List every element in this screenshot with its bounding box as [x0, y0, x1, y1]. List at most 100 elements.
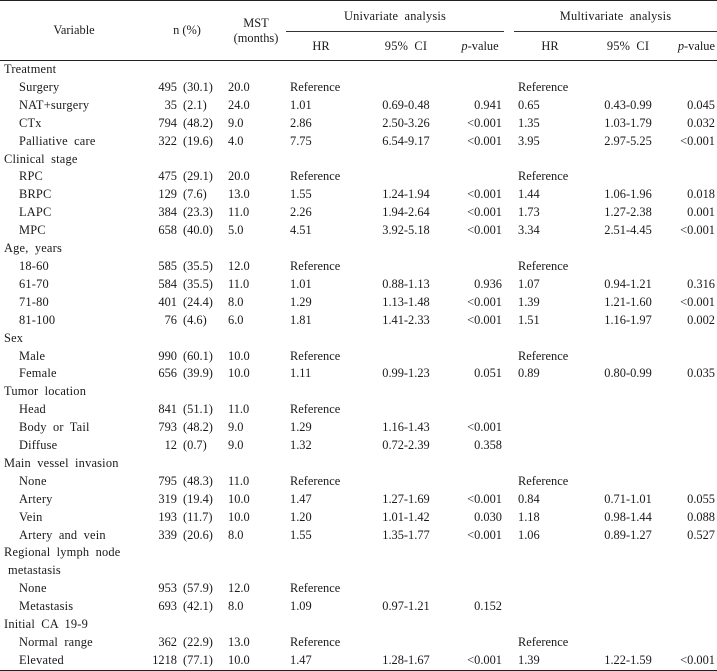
row-label: 61-70	[19, 276, 49, 291]
multivariate-ci-cell	[586, 598, 670, 616]
multivariate-hr-cell: 1.39	[514, 651, 587, 671]
group-label: Sex	[4, 330, 24, 345]
group-label: Initial CA 19-9	[4, 617, 89, 632]
row-label: NAT+surgery	[19, 97, 90, 112]
multivariate-ci-cell	[586, 419, 670, 437]
univariate-p-cell	[456, 168, 504, 186]
univariate-p-cell: <0.001	[467, 187, 503, 202]
header-multivariate-hr: HR	[514, 31, 587, 61]
percent-cell: (57.9)	[183, 581, 213, 596]
multivariate-p-cell: 0.088	[687, 509, 716, 524]
gap-cell	[504, 186, 514, 204]
mst-cell: 12.0	[228, 581, 250, 596]
univariate-p-cell	[456, 401, 504, 419]
multivariate-ci-cell: 0.89-1.27	[604, 527, 652, 542]
univariate-p-cell: <0.001	[467, 205, 503, 220]
mst-cell: 11.0	[228, 276, 250, 291]
percent-cell: (48.3)	[183, 473, 213, 488]
group-row: Treatment	[0, 61, 717, 79]
univariate-ci-cell	[356, 348, 456, 366]
univariate-p-cell: 0.051	[474, 366, 503, 381]
univariate-ci-cell: 3.92-5.18	[382, 223, 430, 238]
row-label: Vein	[19, 509, 43, 524]
multivariate-ci-cell	[586, 168, 670, 186]
multivariate-p-cell	[670, 437, 717, 455]
univariate-hr-cell: Reference	[290, 79, 341, 94]
count-cell: 585	[158, 258, 177, 273]
multivariate-hr-cell: 1.39	[518, 294, 540, 309]
multivariate-p-cell	[670, 348, 717, 366]
table-row: MPC 658 (40.0) 5.0 4.51 3.92-5.18 <0.001 3.34 2.…	[0, 222, 717, 240]
multivariate-hr-cell: 1.51	[518, 312, 540, 327]
multivariate-p-cell: 0.001	[687, 205, 716, 220]
count-cell: 35	[164, 97, 177, 112]
row-label: Artery and vein	[19, 527, 106, 542]
table-row: Female 656 (39.9) 10.0 1.11 0.99-1.23 0.051 0.8…	[0, 365, 717, 383]
count-cell: 658	[158, 223, 177, 238]
univariate-hr-cell: 1.55	[290, 527, 312, 542]
gap-cell	[504, 527, 514, 545]
mst-cell: 8.0	[228, 527, 244, 542]
mst-cell: 20.0	[228, 169, 250, 184]
multivariate-ci-cell: 1.21-1.60	[604, 294, 652, 309]
count-cell: 841	[158, 402, 177, 417]
mst-cell: 24.0	[228, 97, 250, 112]
univariate-hr-cell: 7.75	[290, 133, 312, 148]
table-row: 18-60 585 (35.5) 12.0 Reference Reference	[0, 258, 717, 276]
count-cell: 953	[158, 581, 177, 596]
multivariate-ci-cell: 2.97-5.25	[604, 133, 652, 148]
univariate-ci-cell	[356, 580, 456, 598]
univariate-ci-cell: 1.24-1.94	[382, 187, 430, 202]
gap-cell	[504, 222, 514, 240]
percent-cell: (48.2)	[183, 115, 213, 130]
univariate-hr-cell: Reference	[290, 635, 341, 649]
multivariate-ci-cell: 0.80-0.99	[604, 366, 652, 381]
group-label: Clinical stage	[4, 151, 78, 166]
multivariate-hr-cell: Reference	[518, 348, 569, 363]
multivariate-hr-cell: 1.73	[518, 205, 540, 220]
multivariate-hr-cell: Reference	[518, 635, 569, 649]
mst-cell: 10.0	[228, 348, 250, 363]
percent-cell: (11.7)	[183, 509, 213, 524]
mst-cell: 10.0	[226, 651, 286, 671]
count-cell: 1218	[148, 651, 180, 671]
row-label: Body or Tail	[19, 420, 90, 435]
mst-cell: 9.0	[228, 438, 244, 453]
univariate-p-cell: <0.001	[467, 312, 503, 327]
gap-cell	[504, 634, 514, 652]
mst-cell: 13.0	[228, 187, 250, 202]
univariate-ci-cell	[356, 634, 456, 652]
count-cell: 795	[158, 473, 177, 488]
multivariate-hr-cell: 0.65	[518, 97, 540, 112]
multivariate-hr-cell: 0.89	[518, 366, 540, 381]
univariate-ci-cell: 6.54-9.17	[382, 133, 430, 148]
row-label: Diffuse	[19, 438, 58, 453]
table-row: Body or Tail 793 (48.2) 9.0 1.29 1.16-1.43 <0.…	[0, 419, 717, 437]
percent-cell: (4.6)	[183, 312, 207, 327]
gap-cell	[504, 97, 514, 115]
multivariate-p-cell	[670, 473, 717, 491]
multivariate-hr-cell: 3.95	[518, 133, 540, 148]
table-row: Normal range 362 (22.9) 13.0 Reference Refere…	[0, 634, 717, 652]
univariate-ci-cell: 0.88-1.13	[382, 276, 430, 291]
gap-cell	[504, 598, 514, 616]
univariate-hr-cell: 1.81	[290, 312, 312, 327]
multivariate-ci-cell	[586, 401, 670, 419]
header-multivariate-ci: 95% CI	[586, 31, 671, 61]
percent-cell: (40.0)	[183, 223, 213, 238]
row-label: Female	[19, 366, 57, 381]
header-univariate-p: p-value	[456, 31, 505, 61]
univariate-hr-cell: 1.20	[290, 509, 312, 524]
gap-cell	[504, 401, 514, 419]
mst-cell: 9.0	[228, 115, 244, 130]
row-label: Artery	[19, 491, 53, 506]
row-label: BRPC	[19, 187, 52, 202]
multivariate-ci-cell: 1.06-1.96	[604, 187, 652, 202]
percent-cell: (51.1)	[183, 402, 213, 417]
univariate-p-cell: <0.001	[467, 420, 503, 435]
multivariate-hr-cell: Reference	[518, 79, 569, 94]
gap-cell	[504, 491, 514, 509]
percent-cell: (77.1)	[180, 651, 226, 671]
percent-cell: (30.1)	[183, 79, 213, 94]
